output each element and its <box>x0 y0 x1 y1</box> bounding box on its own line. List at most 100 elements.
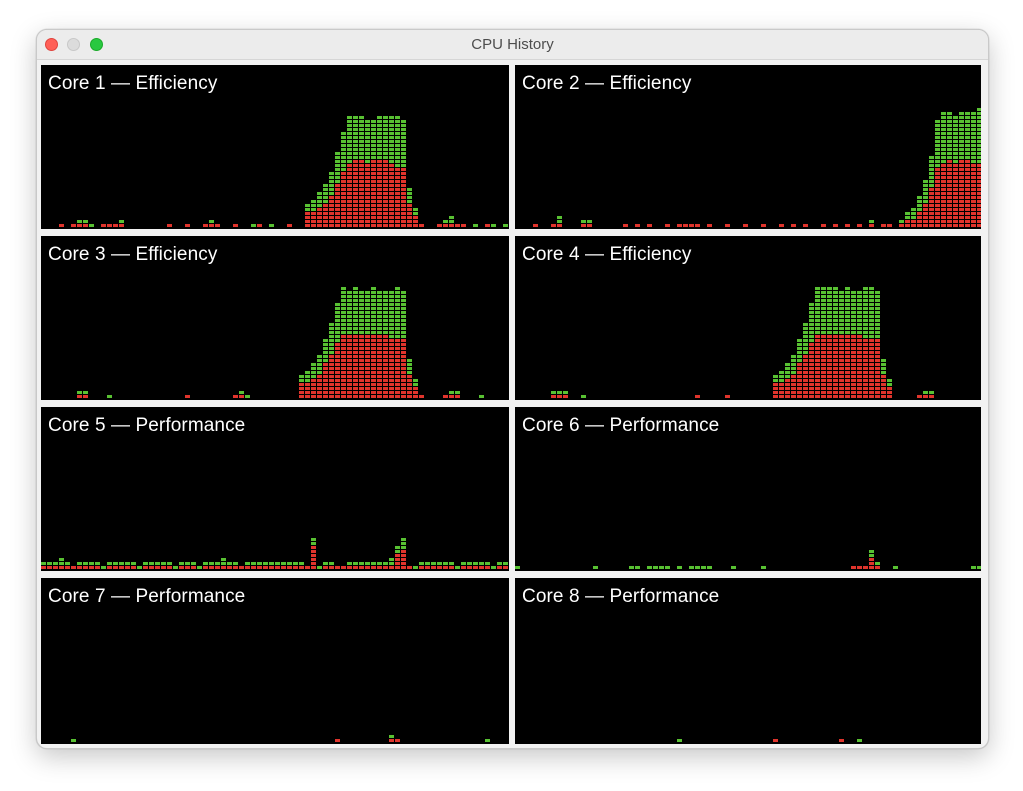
user-load-segment <box>371 120 376 123</box>
user-load-segment <box>761 566 766 569</box>
system-load-segment <box>329 204 334 207</box>
user-load-segment <box>677 566 682 569</box>
user-load-segment <box>323 347 328 350</box>
system-load-segment <box>797 383 802 386</box>
user-load-segment <box>311 363 316 366</box>
user-load-segment <box>581 395 586 398</box>
system-load-segment <box>323 216 328 219</box>
user-load-segment <box>863 323 868 326</box>
system-load-segment <box>845 375 850 378</box>
system-load-segment <box>785 391 790 394</box>
user-load-segment <box>869 331 874 334</box>
system-load-segment <box>383 188 388 191</box>
system-load-segment <box>365 566 370 569</box>
system-load-segment <box>329 212 334 215</box>
user-load-segment <box>851 291 856 294</box>
user-load-segment <box>383 156 388 159</box>
system-load-segment <box>317 395 322 398</box>
close-button[interactable] <box>45 38 58 51</box>
system-load-segment <box>263 566 268 569</box>
user-load-segment <box>377 299 382 302</box>
system-load-segment <box>851 566 856 569</box>
system-load-segment <box>371 383 376 386</box>
system-load-segment <box>341 216 346 219</box>
system-load-segment <box>323 212 328 215</box>
system-load-segment <box>797 379 802 382</box>
system-load-segment <box>851 351 856 354</box>
user-load-segment <box>581 220 586 223</box>
user-load-segment <box>929 168 934 171</box>
user-load-segment <box>359 144 364 147</box>
user-load-segment <box>815 327 820 330</box>
system-load-segment <box>401 176 406 179</box>
user-load-segment <box>395 156 400 159</box>
user-load-segment <box>377 156 382 159</box>
system-load-segment <box>875 566 880 569</box>
system-load-segment <box>407 216 412 219</box>
system-load-segment <box>383 391 388 394</box>
system-load-segment <box>389 224 394 227</box>
user-load-segment <box>401 331 406 334</box>
system-load-segment <box>839 379 844 382</box>
system-load-segment <box>377 204 382 207</box>
system-load-segment <box>353 176 358 179</box>
user-load-segment <box>377 331 382 334</box>
system-load-segment <box>827 359 832 362</box>
system-load-segment <box>833 367 838 370</box>
user-load-segment <box>113 562 118 565</box>
minimize-button[interactable] <box>67 38 80 51</box>
title-bar[interactable]: CPU History <box>37 30 988 60</box>
user-load-segment <box>185 562 190 565</box>
user-load-segment <box>401 542 406 545</box>
user-load-segment <box>395 160 400 163</box>
user-load-segment <box>821 287 826 290</box>
system-load-segment <box>833 363 838 366</box>
user-load-segment <box>389 291 394 294</box>
system-load-segment <box>947 172 952 175</box>
user-load-segment <box>167 562 172 565</box>
user-load-segment <box>851 295 856 298</box>
system-load-segment <box>821 343 826 346</box>
user-load-segment <box>161 562 166 565</box>
system-load-segment <box>869 379 874 382</box>
system-load-segment <box>359 172 364 175</box>
system-load-segment <box>869 351 874 354</box>
user-load-segment <box>413 379 418 382</box>
system-load-segment <box>359 212 364 215</box>
system-load-segment <box>329 359 334 362</box>
user-load-segment <box>389 319 394 322</box>
system-load-segment <box>959 216 964 219</box>
user-load-segment <box>359 152 364 155</box>
system-load-segment <box>401 363 406 366</box>
system-load-segment <box>875 383 880 386</box>
system-load-segment <box>359 359 364 362</box>
user-load-segment <box>407 359 412 362</box>
system-load-segment <box>167 224 172 227</box>
zoom-button[interactable] <box>90 38 103 51</box>
system-load-segment <box>971 216 976 219</box>
user-load-segment <box>197 566 202 569</box>
user-load-segment <box>821 307 826 310</box>
system-load-segment <box>953 200 958 203</box>
system-load-segment <box>965 168 970 171</box>
system-load-segment <box>311 562 316 565</box>
user-load-segment <box>815 299 820 302</box>
user-load-segment <box>329 180 334 183</box>
user-load-segment <box>935 144 940 147</box>
system-load-segment <box>791 391 796 394</box>
system-load-segment <box>761 224 766 227</box>
system-load-segment <box>317 220 322 223</box>
user-load-segment <box>845 323 850 326</box>
system-load-segment <box>341 343 346 346</box>
user-load-segment <box>305 379 310 382</box>
system-load-segment <box>377 351 382 354</box>
core-4-graph: Core 4 — Efficiency <box>515 236 981 400</box>
system-load-segment <box>329 395 334 398</box>
system-load-segment <box>377 184 382 187</box>
system-load-segment <box>395 172 400 175</box>
user-load-segment <box>317 196 322 199</box>
system-load-segment <box>341 363 346 366</box>
user-load-segment <box>383 311 388 314</box>
system-load-segment <box>245 566 250 569</box>
system-load-segment <box>377 208 382 211</box>
